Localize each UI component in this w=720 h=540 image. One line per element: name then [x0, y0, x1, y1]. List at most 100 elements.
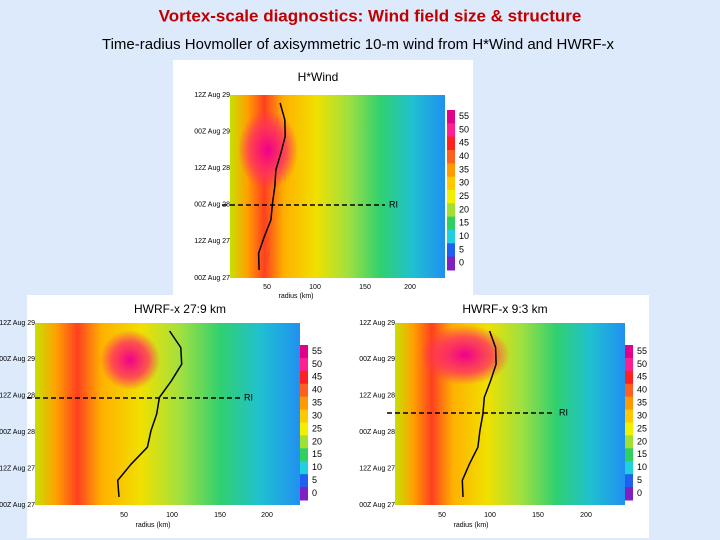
- colorbar-swatch: [447, 123, 455, 138]
- colorbar-label: 45: [637, 372, 647, 382]
- colorbar-swatch: [625, 357, 633, 372]
- colorbar-label: 20: [459, 204, 469, 214]
- ri-label: RI: [559, 407, 568, 417]
- colorbar-label: 35: [637, 398, 647, 408]
- panel-title: H*Wind: [298, 70, 339, 84]
- colorbar-swatch: [625, 474, 633, 488]
- time-label: 00Z Aug 28: [0, 429, 35, 436]
- radius-label: 200: [261, 512, 273, 519]
- colorbar-label: 10: [312, 462, 322, 472]
- time-label: 00Z Aug 28: [359, 429, 395, 436]
- colorbar-label: 55: [459, 111, 469, 121]
- time-label: 00Z Aug 28: [194, 202, 230, 209]
- colorbar-swatch: [625, 435, 633, 449]
- time-label: 00Z Aug 27: [0, 502, 35, 509]
- time-label: 00Z Aug 29: [0, 356, 35, 363]
- colorbar-label: 50: [637, 359, 647, 369]
- colorbar-swatch: [300, 487, 308, 501]
- time-label: 00Z Aug 27: [194, 275, 230, 282]
- slide-subtitle: Time-radius Hovmoller of axisymmetric 10…: [102, 36, 615, 53]
- radius-label: 50: [120, 512, 128, 519]
- colorbar-swatch: [447, 203, 455, 218]
- ri-label: RI: [389, 199, 398, 209]
- colorbar-label: 40: [459, 151, 469, 161]
- time-label: 12Z Aug 29: [194, 92, 230, 99]
- radius-label: 50: [438, 512, 446, 519]
- time-label: 12Z Aug 27: [194, 238, 230, 245]
- colorbar-label: 5: [459, 244, 464, 254]
- radius-axis-label: radius (km): [453, 522, 488, 529]
- wind-core: [238, 110, 298, 190]
- slide-title: Vortex-scale diagnostics: Wind field siz…: [159, 6, 582, 25]
- colorbar-label: 20: [312, 436, 322, 446]
- colorbar-swatch: [625, 409, 633, 423]
- radius-label: 200: [580, 512, 592, 519]
- rmw-line: [116, 330, 183, 498]
- colorbar-swatch: [447, 243, 455, 258]
- colorbar-label: 40: [637, 385, 647, 395]
- colorbar-label: 15: [312, 449, 322, 459]
- colorbar-label: 10: [637, 462, 647, 472]
- colorbar-label: 30: [459, 178, 469, 188]
- radius-label: 150: [359, 284, 371, 291]
- colorbar-label: 25: [459, 191, 469, 201]
- time-label: 12Z Aug 28: [0, 393, 35, 400]
- colorbar-swatch: [300, 357, 308, 372]
- time-label: 12Z Aug 29: [359, 320, 395, 327]
- radius-label: 200: [404, 284, 416, 291]
- colorbar-swatch: [625, 487, 633, 501]
- colorbar-label: 0: [637, 488, 642, 498]
- colorbar-swatch: [300, 409, 308, 423]
- colorbar-swatch: [625, 383, 633, 398]
- radius-label: 150: [532, 512, 544, 519]
- rmw-line: [461, 330, 497, 498]
- time-label: 12Z Aug 27: [359, 465, 395, 472]
- colorbar-label: 30: [312, 410, 322, 420]
- colorbar-label: 5: [637, 475, 642, 485]
- colorbar-swatch: [625, 422, 633, 436]
- time-label: 00Z Aug 29: [359, 356, 395, 363]
- colorbar-label: 35: [312, 398, 322, 408]
- colorbar-label: 15: [637, 449, 647, 459]
- colorbar-swatch: [625, 396, 633, 411]
- colorbar-swatch: [447, 136, 455, 151]
- colorbar-swatch: [300, 383, 308, 398]
- colorbar-swatch: [300, 370, 308, 385]
- colorbar-swatch: [300, 448, 308, 462]
- colorbar-label: 35: [459, 164, 469, 174]
- time-label: 12Z Aug 29: [0, 320, 35, 327]
- colorbar-label: 0: [312, 488, 317, 498]
- colorbar-swatch: [447, 163, 455, 178]
- colorbar-label: 50: [459, 124, 469, 134]
- radius-label: 50: [263, 284, 271, 291]
- radius-label: 100: [484, 512, 496, 519]
- colorbar-label: 30: [637, 410, 647, 420]
- colorbar-swatch: [447, 230, 455, 244]
- colorbar-label: 50: [312, 359, 322, 369]
- colorbar-label: 45: [459, 138, 469, 148]
- colorbar-label: 20: [637, 436, 647, 446]
- time-label: 12Z Aug 28: [194, 165, 230, 172]
- contour-field: [35, 323, 300, 505]
- colorbar-swatch: [625, 448, 633, 462]
- colorbar-label: 15: [459, 218, 469, 228]
- colorbar-label: 45: [312, 372, 322, 382]
- colorbar-swatch: [300, 396, 308, 411]
- colorbar-swatch: [447, 150, 455, 164]
- colorbar-swatch: [300, 345, 308, 359]
- time-label: 00Z Aug 27: [359, 502, 395, 509]
- colorbar-swatch: [300, 435, 308, 449]
- radius-label: 150: [214, 512, 226, 519]
- colorbar-swatch: [625, 345, 633, 359]
- colorbar-label: 5: [312, 475, 317, 485]
- colorbar-swatch: [447, 176, 455, 191]
- colorbar-label: 25: [637, 423, 647, 433]
- colorbar-swatch: [447, 216, 455, 231]
- time-label: 12Z Aug 28: [359, 393, 395, 400]
- colorbar-swatch: [447, 256, 455, 271]
- colorbar-label: 40: [312, 385, 322, 395]
- colorbar-swatch: [625, 461, 633, 475]
- radius-label: 100: [166, 512, 178, 519]
- radius-axis-label: radius (km): [135, 522, 170, 529]
